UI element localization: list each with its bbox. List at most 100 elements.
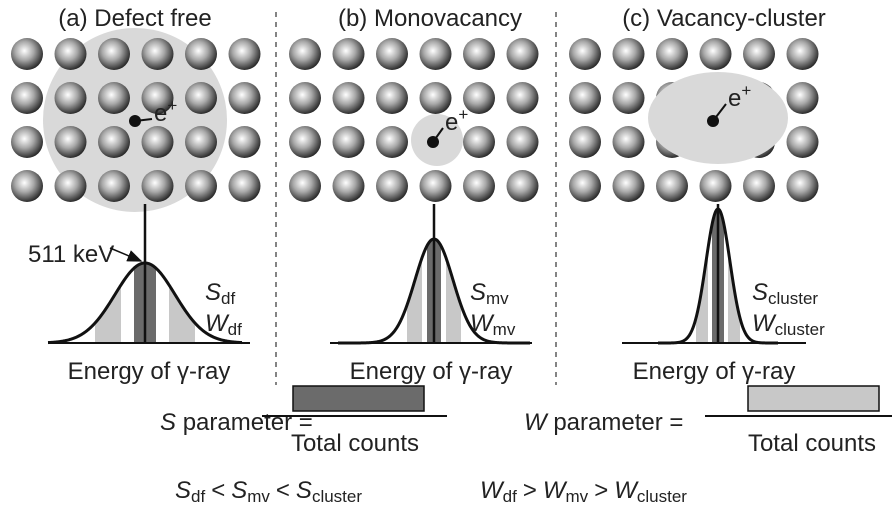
atom bbox=[54, 82, 87, 114]
operator: < bbox=[276, 477, 290, 504]
atom bbox=[506, 126, 539, 158]
atom bbox=[463, 82, 495, 114]
denominator: Total counts bbox=[748, 430, 876, 457]
atom bbox=[141, 126, 174, 158]
atom bbox=[332, 82, 365, 114]
symbol: W bbox=[752, 310, 777, 337]
atom bbox=[289, 82, 321, 114]
parameter-label: Wcluster bbox=[752, 310, 825, 339]
subscript: mv bbox=[486, 289, 509, 308]
parameter-label: Wdf bbox=[205, 310, 242, 339]
atom bbox=[228, 126, 261, 158]
operator: < bbox=[211, 477, 225, 504]
subscript: df bbox=[228, 320, 242, 339]
symbol: S bbox=[205, 279, 221, 306]
peak-area bbox=[169, 284, 195, 343]
symbol: W bbox=[205, 310, 230, 337]
parameter-label: Sdf bbox=[205, 279, 235, 308]
atom bbox=[743, 170, 775, 202]
atom bbox=[612, 38, 645, 70]
atom bbox=[289, 38, 321, 70]
atom bbox=[141, 38, 174, 70]
wing-area-box bbox=[747, 385, 880, 412]
subscript: df bbox=[221, 289, 235, 308]
atom bbox=[54, 38, 87, 70]
atom bbox=[699, 170, 732, 202]
s-formula: S parameter = Total counts bbox=[160, 385, 447, 457]
atom bbox=[786, 170, 819, 202]
atom bbox=[98, 170, 130, 202]
formula-lhs: W parameter = bbox=[524, 409, 683, 436]
atom bbox=[185, 82, 217, 114]
subscript: mv bbox=[247, 487, 270, 506]
parameter-label: Smv bbox=[470, 279, 509, 308]
operator: > bbox=[523, 477, 537, 504]
atom bbox=[54, 126, 87, 158]
atom bbox=[376, 170, 408, 202]
peak-area bbox=[446, 257, 461, 343]
atom bbox=[185, 170, 217, 202]
relation: Sdf < Smv < Scluster bbox=[175, 477, 362, 506]
atom bbox=[786, 38, 819, 70]
parameter-label: Scluster bbox=[752, 279, 818, 308]
subscript: cluster bbox=[768, 289, 818, 308]
atom bbox=[289, 126, 321, 158]
symbol: S bbox=[752, 279, 768, 306]
panel-title: (c) Vacancy-cluster bbox=[622, 5, 826, 32]
symbol: S bbox=[470, 279, 486, 306]
atom bbox=[569, 126, 601, 158]
atom bbox=[332, 38, 365, 70]
w-formula: W parameter = Total counts bbox=[524, 385, 892, 457]
subscript: mv bbox=[493, 320, 516, 339]
atom bbox=[656, 170, 688, 202]
annotation-arrow bbox=[109, 247, 143, 262]
symbol: W bbox=[470, 310, 495, 337]
atom bbox=[786, 82, 819, 114]
parameter-label: Wmv bbox=[470, 310, 516, 339]
symbol: S bbox=[296, 477, 312, 504]
atom bbox=[506, 170, 539, 202]
atom bbox=[289, 170, 321, 202]
peak-area bbox=[407, 257, 422, 343]
atom bbox=[332, 126, 365, 158]
atom bbox=[506, 82, 539, 114]
axis-label: Energy of γ-ray bbox=[633, 358, 796, 385]
atom bbox=[11, 126, 43, 158]
charge: + bbox=[167, 96, 177, 115]
charge: + bbox=[741, 81, 751, 100]
symbol: W bbox=[480, 477, 505, 504]
atom bbox=[98, 82, 130, 114]
atom bbox=[98, 38, 130, 70]
atom bbox=[612, 170, 645, 202]
atom bbox=[11, 82, 43, 114]
axis-label: Energy of γ-ray bbox=[68, 358, 231, 385]
atom bbox=[743, 38, 775, 70]
relation: Wdf > Wmv > Wcluster bbox=[480, 477, 687, 506]
relations: Sdf < Smv < Scluster Wdf > Wmv > Wcluster bbox=[175, 477, 687, 506]
positron-label: e+ bbox=[154, 96, 177, 127]
subscript: df bbox=[191, 487, 205, 506]
formula-lhs: S parameter = bbox=[160, 409, 313, 436]
axis-label: Energy of γ-ray bbox=[350, 358, 513, 385]
atom bbox=[11, 38, 43, 70]
atom bbox=[569, 170, 601, 202]
atom bbox=[506, 38, 539, 70]
atom bbox=[141, 82, 174, 114]
atom bbox=[463, 38, 495, 70]
atom bbox=[419, 82, 452, 114]
panel-title: (a) Defect free bbox=[58, 5, 211, 32]
atom bbox=[376, 82, 408, 114]
positron-label: e+ bbox=[445, 105, 468, 136]
charge: + bbox=[458, 105, 468, 124]
atom bbox=[376, 38, 408, 70]
atom bbox=[185, 38, 217, 70]
atom bbox=[376, 126, 408, 158]
atom bbox=[699, 38, 732, 70]
atom bbox=[228, 170, 261, 202]
atom bbox=[54, 170, 87, 202]
denominator: Total counts bbox=[291, 430, 419, 457]
positron bbox=[129, 115, 141, 127]
symbol: e bbox=[154, 100, 167, 127]
